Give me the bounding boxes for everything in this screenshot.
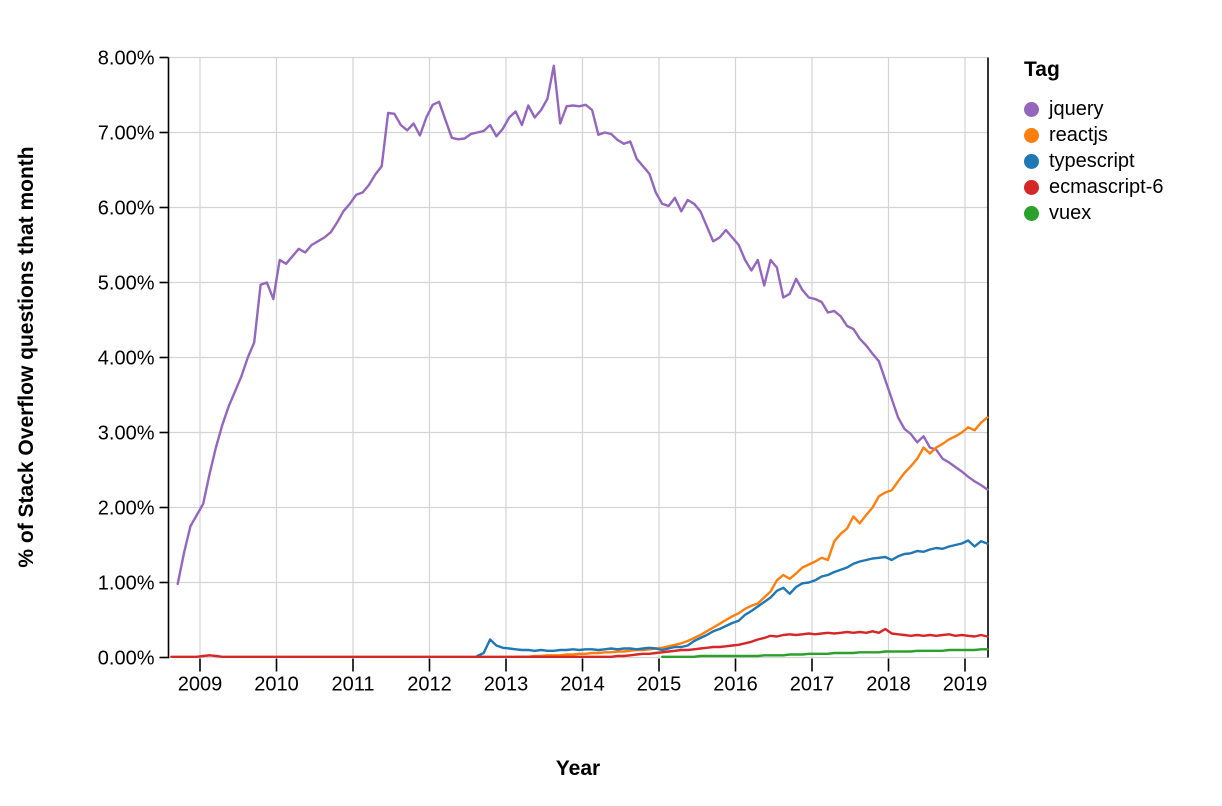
legend: Tag jquery reactjs typescript ecmascript-6 v… — [1024, 58, 1214, 226]
y-tick-label: 0.00% — [98, 648, 155, 670]
y-tick-label: 4.00% — [98, 348, 155, 370]
x-tick-label: 2018 — [866, 674, 911, 696]
y-axis-title: % of Stack Overflow questions that month — [15, 146, 38, 568]
x-tick-label: 2019 — [943, 674, 988, 696]
legend-item-reactjs[interactable]: reactjs — [1024, 122, 1214, 148]
x-tick-label: 2016 — [713, 674, 758, 696]
y-tick-label: 8.00% — [98, 48, 155, 70]
legend-swatch-jquery-icon — [1024, 101, 1039, 117]
legend-items: jquery reactjs typescript ecmascript-6 vuex — [1024, 96, 1214, 226]
y-tick-label: 1.00% — [98, 573, 155, 595]
y-tick-label: 7.00% — [98, 123, 155, 145]
legend-swatch-ecmascript-6-icon — [1024, 179, 1039, 195]
legend-swatch-typescript-icon — [1024, 153, 1039, 169]
series-line-ecmascript-6 — [170, 627, 989, 658]
x-tick-label: 2013 — [484, 674, 529, 696]
legend-swatch-vuex-icon — [1024, 205, 1039, 221]
legend-item-label: reactjs — [1049, 124, 1108, 146]
legend-item-label: ecmascript-6 — [1049, 176, 1164, 198]
y-tick-label: 5.00% — [98, 273, 155, 295]
legend-title: Tag — [1024, 58, 1060, 81]
x-tick-label: 2015 — [637, 674, 682, 696]
legend-item-jquery[interactable]: jquery — [1024, 96, 1214, 122]
x-tick-label: 2014 — [560, 674, 605, 696]
x-tick-label: 2017 — [790, 674, 835, 696]
series-line-typescript — [476, 539, 989, 658]
x-tick-label: 2010 — [254, 674, 299, 696]
legend-item-label: jquery — [1049, 98, 1104, 120]
series-line-jquery — [176, 64, 989, 586]
series-line-vuex — [661, 648, 989, 658]
x-tick-label: 2009 — [178, 674, 223, 696]
y-tick-label: 3.00% — [98, 423, 155, 445]
legend-item-ecmascript-6[interactable]: ecmascript-6 — [1024, 174, 1214, 200]
x-tick-label: 2011 — [331, 674, 374, 696]
legend-item-vuex[interactable]: vuex — [1024, 200, 1214, 226]
legend-item-label: vuex — [1049, 202, 1092, 224]
legend-swatch-reactjs-icon — [1024, 127, 1039, 143]
y-tick-label: 6.00% — [98, 198, 155, 220]
legend-item-typescript[interactable]: typescript — [1024, 148, 1214, 174]
legend-item-label: typescript — [1049, 150, 1135, 172]
x-axis-title: Year — [555, 757, 601, 780]
y-tick-label: 2.00% — [98, 498, 155, 520]
x-tick-label: 2012 — [407, 674, 452, 696]
series-line-reactjs — [514, 416, 989, 658]
